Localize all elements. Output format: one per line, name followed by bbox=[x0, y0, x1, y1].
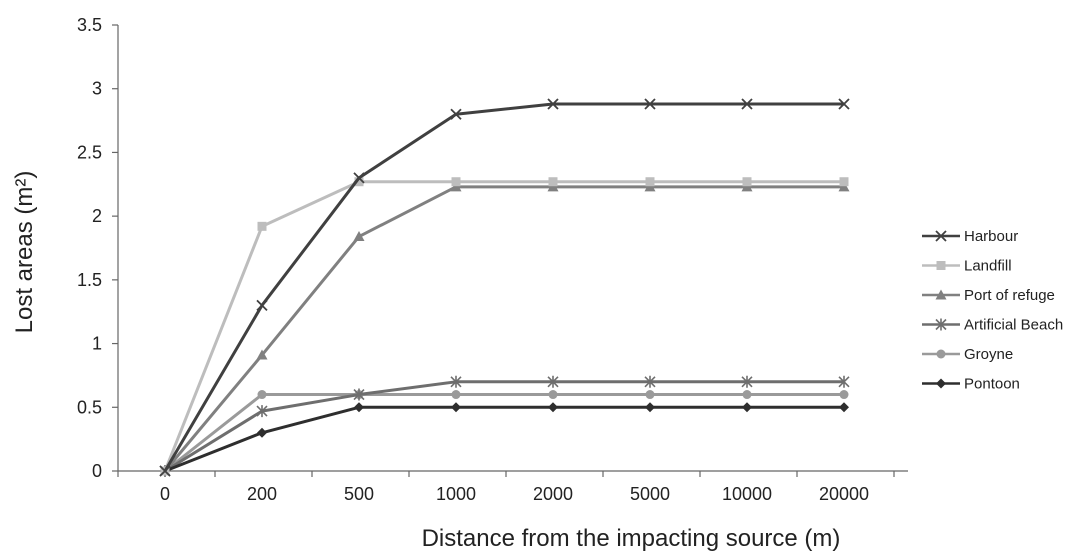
y-ticks: 0 0.5 1 1.5 2 2.5 3 3.5 bbox=[77, 15, 118, 481]
legend-label: Pontoon bbox=[964, 376, 1020, 393]
series-line-artificial-beach bbox=[164, 380, 844, 473]
data-point-port-of-refuge bbox=[450, 181, 462, 192]
series-line-port-of-refuge bbox=[163, 185, 844, 472]
data-point-harbour bbox=[450, 108, 462, 120]
data-point-pontoon bbox=[742, 402, 752, 413]
legend-item-groyne: Groyne bbox=[922, 346, 1013, 363]
legend-label: Port of refuge bbox=[964, 287, 1055, 304]
data-point-landfill bbox=[645, 177, 655, 187]
legend-marker bbox=[935, 230, 947, 242]
data-point-groyne bbox=[839, 390, 849, 400]
y-tick-label: 2.5 bbox=[77, 142, 102, 162]
series-harbour bbox=[159, 98, 850, 477]
data-point-landfill bbox=[354, 177, 364, 187]
data-point-port-of-refuge bbox=[256, 349, 268, 360]
y-tick-label: 1 bbox=[92, 334, 102, 354]
series-line-landfill bbox=[163, 180, 844, 472]
legend-label: Landfill bbox=[964, 258, 1012, 275]
legend: Harbour Landfill Port of refuge Artificial … bbox=[922, 228, 1063, 393]
data-point-artificial-beach bbox=[547, 375, 559, 388]
legend-item-artificial-beach: Artificial Beach bbox=[922, 317, 1063, 334]
series-artificial-beach bbox=[159, 375, 850, 477]
data-point-pontoon bbox=[839, 402, 849, 413]
legend-label: Artificial Beach bbox=[964, 317, 1063, 334]
data-point-landfill bbox=[839, 177, 849, 187]
data-point-artificial-beach bbox=[838, 375, 850, 388]
y-tick-label: 1.5 bbox=[77, 270, 102, 290]
data-point-pontoon bbox=[645, 402, 655, 413]
data-point-harbour bbox=[547, 98, 559, 110]
data-point-port-of-refuge bbox=[741, 181, 753, 192]
data-point-landfill bbox=[742, 177, 752, 187]
legend-marker bbox=[935, 318, 947, 331]
data-point-pontoon bbox=[354, 402, 364, 413]
x-tick-label: 0 bbox=[160, 484, 170, 504]
data-point-harbour bbox=[741, 98, 753, 110]
x-ticks: 0 200 500 1000 2000 5000 10000 20000 bbox=[117, 471, 895, 504]
series-line-harbour bbox=[163, 102, 844, 472]
data-point-artificial-beach bbox=[450, 375, 462, 388]
x-tick-label: 200 bbox=[247, 484, 277, 504]
data-point-groyne bbox=[645, 390, 655, 400]
data-point-pontoon bbox=[548, 402, 558, 413]
data-point-landfill bbox=[257, 221, 267, 231]
data-point-harbour bbox=[159, 465, 171, 477]
legend-item-harbour: Harbour bbox=[922, 228, 1018, 245]
y-tick-label: 0 bbox=[92, 461, 102, 481]
data-point-port-of-refuge bbox=[353, 231, 365, 242]
data-point-artificial-beach bbox=[256, 405, 268, 418]
data-point-groyne bbox=[257, 390, 267, 400]
legend-marker bbox=[936, 378, 946, 389]
legend-item-pontoon: Pontoon bbox=[922, 376, 1020, 393]
data-point-landfill bbox=[548, 177, 558, 187]
y-tick-label: 3.5 bbox=[77, 15, 102, 35]
data-point-landfill bbox=[451, 177, 461, 187]
data-point-groyne bbox=[742, 390, 752, 400]
x-tick-label: 500 bbox=[344, 484, 374, 504]
x-axis-title: Distance from the impacting source (m) bbox=[422, 525, 841, 552]
x-tick-label: 5000 bbox=[630, 484, 670, 504]
axes bbox=[117, 25, 908, 472]
y-axis-title: Lost areas (m²) bbox=[11, 171, 38, 334]
y-tick-label: 2 bbox=[92, 206, 102, 226]
legend-marker bbox=[935, 289, 947, 300]
legend-marker bbox=[936, 349, 946, 359]
data-point-port-of-refuge bbox=[644, 181, 656, 192]
data-point-port-of-refuge bbox=[547, 181, 559, 192]
x-tick-label: 1000 bbox=[436, 484, 476, 504]
legend-item-landfill: Landfill bbox=[922, 258, 1012, 275]
legend-item-port-of-refuge: Port of refuge bbox=[922, 287, 1055, 304]
series-line-groyne bbox=[164, 393, 844, 473]
y-tick-label: 0.5 bbox=[77, 397, 102, 417]
y-tick-label: 3 bbox=[92, 79, 102, 99]
x-tick-label: 20000 bbox=[819, 484, 869, 504]
data-point-harbour bbox=[353, 172, 365, 184]
data-point-groyne bbox=[451, 390, 461, 400]
series-line-pontoon bbox=[164, 405, 844, 473]
data-point-pontoon bbox=[257, 427, 267, 438]
data-point-harbour bbox=[838, 98, 850, 110]
data-point-artificial-beach bbox=[741, 375, 753, 388]
legend-label: Harbour bbox=[964, 228, 1018, 245]
data-point-harbour bbox=[256, 299, 268, 311]
data-point-artificial-beach bbox=[353, 388, 365, 401]
data-point-harbour bbox=[644, 98, 656, 110]
x-tick-label: 2000 bbox=[533, 484, 573, 504]
series-layer bbox=[159, 98, 850, 477]
legend-label: Groyne bbox=[964, 346, 1013, 363]
data-point-artificial-beach bbox=[644, 375, 656, 388]
data-point-pontoon bbox=[451, 402, 461, 413]
data-point-groyne bbox=[548, 390, 558, 400]
legend-marker bbox=[936, 261, 946, 270]
x-tick-label: 10000 bbox=[722, 484, 772, 504]
data-point-port-of-refuge bbox=[838, 181, 850, 192]
